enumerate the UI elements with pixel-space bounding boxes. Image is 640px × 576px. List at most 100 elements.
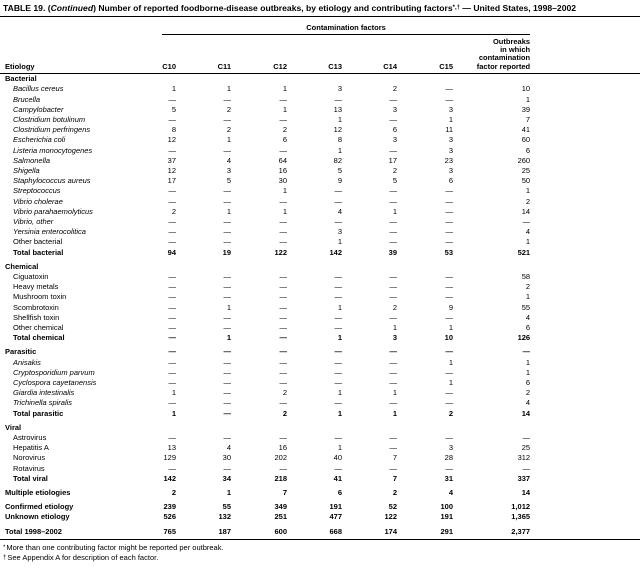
group-header-row: Contamination factors bbox=[0, 17, 640, 35]
cell-c14: — bbox=[389, 271, 398, 281]
cell-c15: 1 bbox=[448, 378, 453, 388]
cell-c14: 174 bbox=[342, 526, 397, 540]
cell-c10: — bbox=[168, 145, 177, 155]
cell-c12: — bbox=[279, 227, 288, 237]
etiology-label: Mushroom toxin bbox=[13, 292, 67, 302]
cell-c14: 5 bbox=[392, 176, 397, 186]
table-body: Bacterial Bacillus cereus 1 1 1 3 2—10 Brucella… bbox=[0, 74, 640, 540]
cell-c14: 39 bbox=[388, 247, 397, 257]
cell-c15: — bbox=[445, 433, 454, 443]
cell-c15: — bbox=[445, 347, 454, 357]
filler-cell bbox=[530, 95, 640, 105]
filler-cell bbox=[530, 176, 640, 186]
footnote-marker: * bbox=[3, 544, 6, 551]
cell-outbreaks-reported: 55 bbox=[521, 302, 531, 312]
cell-outbreaks-reported: 14 bbox=[521, 408, 531, 418]
cell-outbreaks-reported: 6 bbox=[525, 145, 531, 155]
filler-cell bbox=[530, 125, 640, 135]
group-header-label: Contamination factors bbox=[306, 22, 386, 32]
cell-c14: — bbox=[389, 463, 398, 473]
cell-c13: — bbox=[334, 94, 343, 104]
etiology-label: Chemical bbox=[5, 261, 39, 271]
filler-cell bbox=[530, 502, 640, 512]
filler-cell bbox=[530, 433, 640, 443]
etiology-label: Giardia intestinalis bbox=[13, 388, 75, 398]
etiology-label: Confirmed etiology bbox=[5, 502, 74, 512]
filler-cell bbox=[530, 197, 640, 207]
cell-c13 bbox=[287, 423, 342, 433]
cell-c15: 31 bbox=[444, 473, 453, 483]
etiology-label: Streptococcus bbox=[13, 186, 61, 196]
etiology-label: Listeria monocytogenes bbox=[13, 145, 93, 155]
cell-outbreaks-reported: 126 bbox=[517, 333, 531, 343]
cell-c11: — bbox=[223, 237, 232, 247]
cell-c12: 251 bbox=[274, 512, 287, 522]
cell-c12: 1 bbox=[282, 104, 287, 114]
cell-c10: — bbox=[168, 216, 177, 226]
filler-cell bbox=[530, 74, 640, 85]
cell-c12: — bbox=[279, 323, 288, 332]
cell-c12: — bbox=[279, 94, 288, 104]
table-row: Escherichia coli 12 1 6 8 3 3 60 bbox=[0, 135, 640, 145]
cell-c11 bbox=[176, 423, 231, 433]
cell-c12: 218 bbox=[274, 473, 287, 483]
cell-c15: 100 bbox=[440, 502, 453, 512]
cell-c13: 41 bbox=[333, 473, 342, 483]
cell-c11: — bbox=[223, 378, 232, 388]
cell-outbreaks-reported: 4 bbox=[525, 227, 531, 237]
table-row: Other chemical — — — — 1 1 6 bbox=[0, 323, 640, 333]
cell-c12: 202 bbox=[274, 453, 287, 463]
column-header-c11: C11 bbox=[176, 34, 231, 75]
etiology-label: Brucella bbox=[13, 94, 41, 104]
filler-cell bbox=[530, 156, 640, 166]
cell-c10: 1 bbox=[171, 388, 176, 398]
cell-c11: 19 bbox=[222, 247, 231, 257]
cell-c13: — bbox=[334, 398, 343, 408]
cell-c12: 7 bbox=[282, 488, 287, 498]
cell-c11 bbox=[176, 74, 231, 85]
cell-c11: — bbox=[223, 196, 232, 206]
etiology-label: Escherichia coli bbox=[13, 135, 66, 145]
cell-c12: 1 bbox=[282, 186, 287, 196]
cell-c14: 17 bbox=[388, 155, 397, 165]
cell-c10: — bbox=[168, 347, 177, 357]
cell-c14: — bbox=[389, 292, 398, 302]
cell-outbreaks-reported: 50 bbox=[521, 176, 531, 186]
etiology-label: Bacterial bbox=[5, 74, 37, 84]
cell-outbreaks-reported: 25 bbox=[521, 165, 531, 175]
etiology-label: Cryptosporidium parvum bbox=[13, 367, 95, 377]
cell-c14: — bbox=[389, 347, 398, 357]
cell-c11: — bbox=[223, 463, 232, 473]
cell-c10: 12 bbox=[167, 135, 176, 145]
cell-outbreaks-reported: — bbox=[522, 216, 531, 226]
cell-c10 bbox=[120, 423, 176, 433]
cell-c12: — bbox=[279, 398, 288, 408]
cell-c15: — bbox=[445, 463, 454, 473]
cell-c14: 3 bbox=[392, 333, 397, 343]
cell-outbreaks-reported: 2 bbox=[525, 282, 531, 292]
cell-c10: — bbox=[168, 357, 177, 367]
filler-cell bbox=[530, 443, 640, 453]
filler-cell bbox=[530, 488, 640, 498]
filler-cell bbox=[530, 474, 640, 484]
cell-outbreaks-reported: 2 bbox=[525, 196, 531, 206]
cell-c14: — bbox=[389, 312, 398, 322]
cell-c15: — bbox=[445, 388, 454, 398]
column-header-c13: C13 bbox=[287, 34, 342, 75]
cell-c11: — bbox=[223, 323, 232, 332]
cell-c10: — bbox=[168, 323, 177, 332]
cell-c13: 1 bbox=[337, 388, 342, 398]
table-row: Total parasitic 1 — 2 1 1 2 14 bbox=[0, 409, 640, 419]
cell-c14: 6 bbox=[392, 125, 397, 135]
etiology-label: Shigella bbox=[13, 165, 40, 175]
table-row: Other bacterial — — — 1 — — 1 bbox=[0, 237, 640, 247]
cell-c15: 6 bbox=[448, 176, 453, 186]
title-part1: TABLE 19. ( bbox=[3, 3, 51, 13]
summary-row: Multiple etiologies 2 1 7 6 2 4 14 bbox=[0, 488, 640, 498]
cell-c14: — bbox=[389, 282, 398, 292]
cell-c12: 1 bbox=[282, 206, 287, 216]
etiology-label: Total chemical bbox=[13, 333, 65, 343]
etiology-label: Campylobacter bbox=[13, 104, 64, 114]
cell-c11: 1 bbox=[226, 135, 231, 145]
cell-c13: 142 bbox=[329, 247, 342, 257]
